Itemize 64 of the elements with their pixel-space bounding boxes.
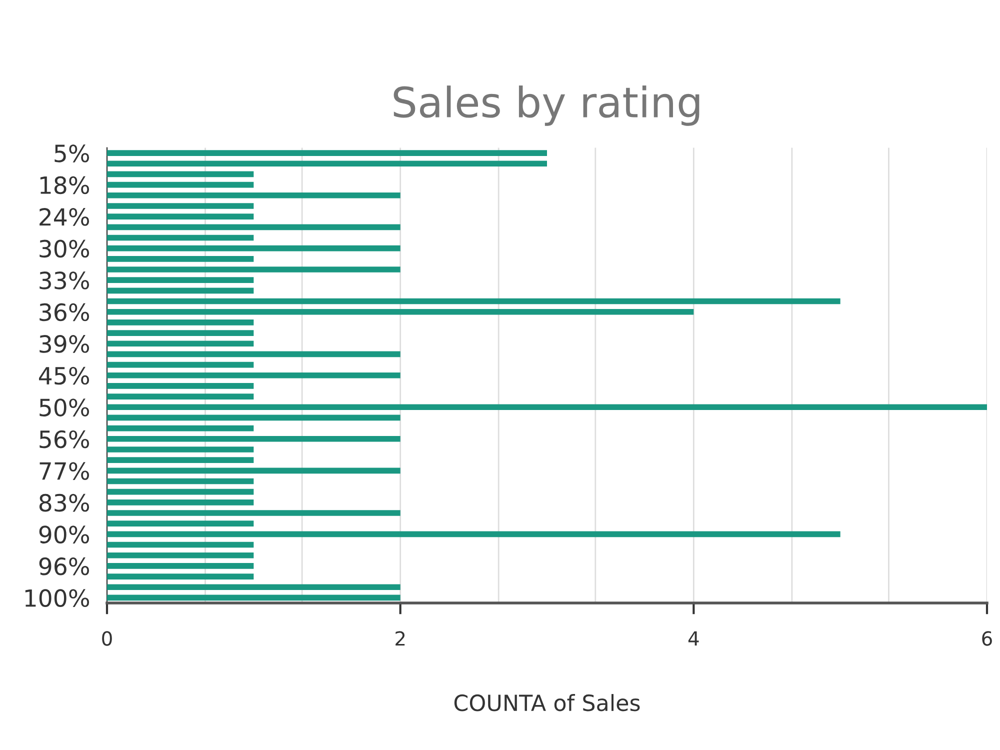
bar [107, 383, 254, 389]
bar [107, 362, 254, 368]
bar [107, 182, 254, 188]
bar [107, 298, 840, 304]
y-tick-label: 39% [40, 335, 90, 353]
bar [107, 468, 400, 474]
x-tick-label: 2 [396, 631, 405, 646]
bar [107, 446, 254, 452]
bar [107, 510, 400, 516]
x-tick-label: 0 [102, 631, 112, 646]
bar [107, 500, 254, 506]
bar [107, 404, 987, 410]
bar [107, 574, 254, 580]
bar [107, 414, 400, 421]
y-tick-label: 100% [25, 589, 90, 608]
bar [107, 351, 400, 358]
bar [107, 594, 400, 601]
y-tick-label: 36% [40, 303, 90, 322]
bar [107, 552, 254, 558]
bar [107, 520, 254, 527]
chart-title: Sales by rating [394, 86, 700, 126]
bar [107, 330, 254, 336]
bar [107, 531, 840, 538]
y-tick-label: 56% [40, 430, 90, 448]
bar [107, 584, 400, 590]
bar [107, 224, 400, 230]
bar [107, 245, 400, 252]
bar [107, 436, 400, 442]
bar [107, 150, 547, 156]
bar [107, 542, 254, 548]
bar [107, 277, 254, 283]
bar [107, 394, 254, 400]
y-tick-label: 50% [40, 398, 90, 416]
y-tick-label: 18% [40, 176, 90, 194]
bar [107, 340, 254, 347]
bar [107, 425, 254, 432]
y-tick-label: 5% [54, 144, 90, 162]
y-tick-label: 33% [40, 272, 90, 290]
y-tick-label: 45% [39, 366, 90, 385]
bar [107, 214, 254, 220]
bar [107, 478, 254, 484]
bar [107, 203, 254, 209]
x-tick-label: 4 [688, 631, 699, 646]
bar [107, 563, 254, 569]
y-tick-label: 24% [40, 208, 90, 226]
bar [107, 234, 254, 241]
bar [107, 256, 254, 262]
bar [107, 192, 400, 198]
y-tick-label: 77% [40, 462, 90, 480]
y-tick-label: 83% [39, 494, 90, 512]
bar [107, 266, 400, 272]
bar [107, 457, 254, 463]
y-tick-label: 90% [39, 526, 90, 544]
bar [107, 488, 254, 495]
bar [107, 288, 254, 294]
bar [107, 171, 254, 178]
x-axis-title: COUNTA of Sales [454, 694, 640, 712]
bar [107, 160, 547, 167]
bar [107, 320, 254, 326]
y-tick-label: 96% [39, 557, 90, 576]
y-tick-label: 30% [40, 240, 90, 258]
x-tick-label: 6 [982, 631, 992, 646]
bar [107, 372, 400, 378]
bar [107, 308, 694, 315]
